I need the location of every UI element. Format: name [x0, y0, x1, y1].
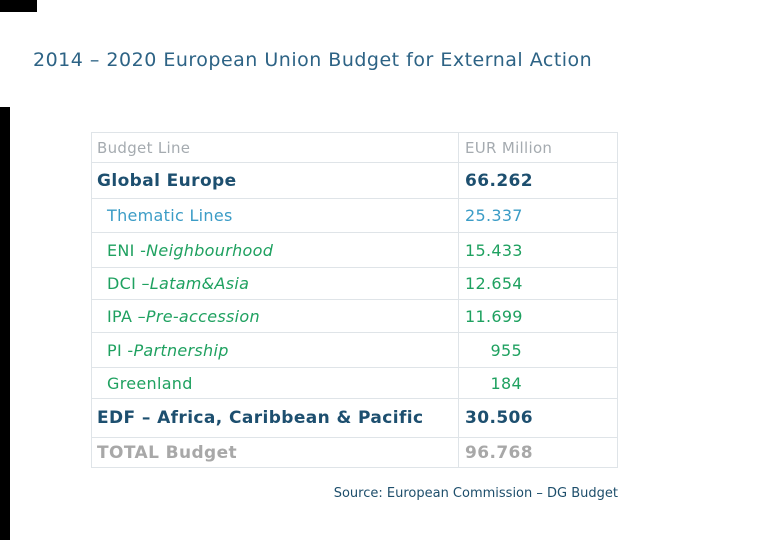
row-label: Greenland: [107, 373, 193, 393]
row-label: Thematic Lines: [107, 206, 233, 225]
table-row-global-europe: Global Europe 66.262: [92, 163, 617, 199]
row-value: 66.262: [458, 163, 617, 198]
row-label: DCI – Latam&Asia: [107, 274, 250, 293]
column-header-eur-million: EUR Million: [458, 133, 617, 162]
table-row-thematic-lines: Thematic Lines 25.337: [92, 199, 617, 233]
screen-edge-corner-bar: [0, 0, 37, 12]
row-label: TOTAL Budget: [97, 442, 238, 463]
row-label: IPA – Pre-accession: [107, 306, 260, 326]
table-row-ipa-pre-accession: IPA – Pre-accession 11.699: [92, 300, 617, 333]
row-value: 96.768: [458, 438, 617, 467]
table-row-greenland: Greenland 184: [92, 368, 617, 399]
table-row-dci-latam-asia: DCI – Latam&Asia 12.654: [92, 268, 617, 300]
row-value: 955: [458, 333, 617, 367]
table-row-eni-neighbourhood: ENI - Neighbourhood 15.433: [92, 233, 617, 268]
row-label: ENI - Neighbourhood: [107, 240, 274, 260]
row-value: 15.433: [458, 233, 617, 267]
source-note: Source: European Commission – DG Budget: [333, 486, 618, 501]
slide-title: 2014 – 2020 European Union Budget for Ex…: [33, 49, 593, 71]
table-row-total-budget: TOTAL Budget 96.768: [92, 438, 617, 468]
column-header-budget-line: Budget Line: [97, 138, 191, 157]
screen-edge-left-bar: [0, 107, 10, 540]
row-value: 25.337: [458, 199, 617, 232]
row-value: 30.506: [458, 399, 617, 437]
row-value: 12.654: [458, 268, 617, 299]
row-label: Global Europe: [97, 170, 237, 191]
row-value: 184: [458, 368, 617, 398]
budget-table: Budget Line EUR Million Global Europe 66…: [91, 132, 618, 468]
row-label: EDF – Africa, Caribbean & Pacific: [97, 408, 424, 428]
table-row-edf-africa-caribbean-pacific: EDF – Africa, Caribbean & Pacific 30.506: [92, 399, 617, 438]
table-row-pi-partnership: PI - Partnership 955: [92, 333, 617, 368]
row-value: 11.699: [458, 300, 617, 332]
table-header-row: Budget Line EUR Million: [92, 133, 617, 163]
row-label: PI - Partnership: [107, 340, 229, 360]
